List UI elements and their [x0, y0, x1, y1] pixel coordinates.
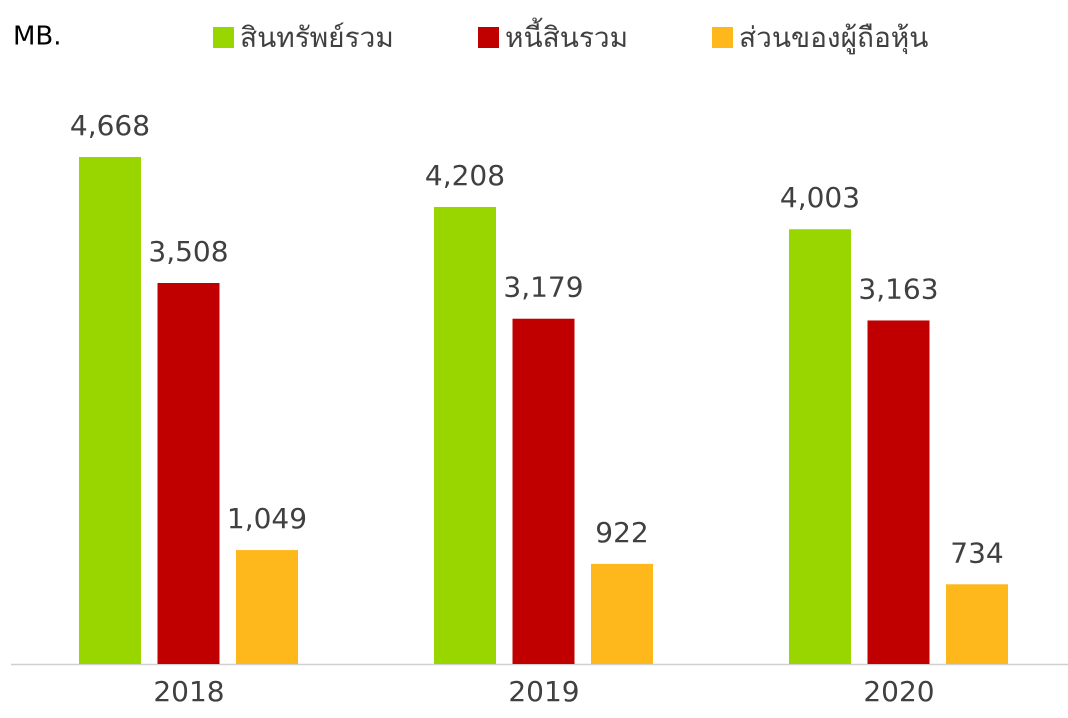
value-label: 734 [950, 536, 1003, 569]
legend-swatch [712, 27, 733, 48]
legend-swatch [478, 27, 499, 48]
bar [867, 320, 930, 664]
legend-swatch [213, 27, 234, 48]
bar [946, 584, 1008, 664]
bar [79, 157, 141, 664]
value-label: 4,003 [780, 181, 860, 214]
bar [434, 206, 496, 665]
x-tick-label: 2018 [153, 675, 224, 708]
value-label: 4,208 [425, 159, 505, 192]
x-tick-label: 2019 [508, 675, 579, 708]
bar [157, 282, 220, 664]
bar [789, 229, 851, 664]
value-label: 3,179 [503, 271, 583, 304]
value-label: 922 [595, 516, 648, 549]
legend-label: สินทรัพย์รวม [240, 21, 394, 54]
bar [591, 563, 653, 664]
value-label: 3,508 [148, 235, 228, 268]
bar [512, 318, 575, 664]
value-label: 1,049 [227, 502, 307, 535]
legend-label: หนี้สินรวม [505, 17, 628, 54]
x-tick-label: 2020 [863, 675, 934, 708]
bar [236, 550, 298, 664]
value-label: 3,163 [858, 272, 938, 305]
legend-label: ส่วนของผู้ถือหุ้น [739, 21, 928, 55]
value-label: 4,668 [70, 109, 150, 142]
chart-title: MB. [13, 22, 62, 52]
